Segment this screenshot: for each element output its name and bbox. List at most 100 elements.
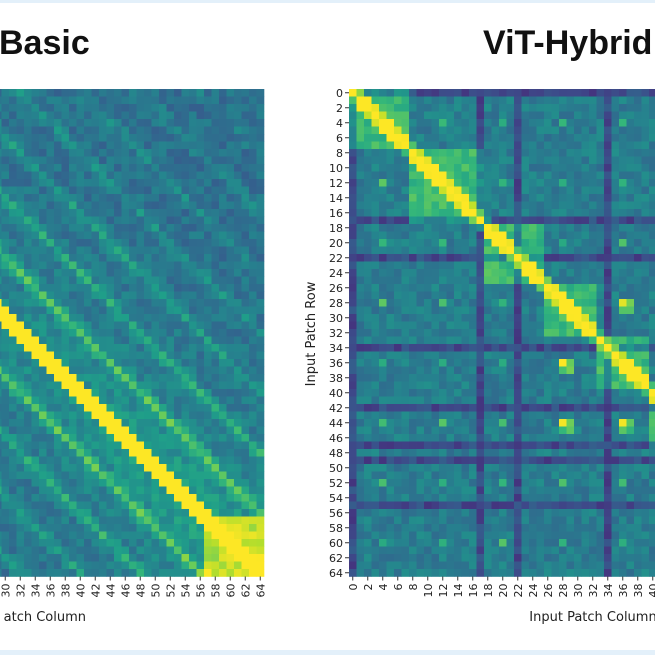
- heatmap-cell: [379, 149, 387, 157]
- heatmap-cell: [626, 149, 635, 157]
- heatmap-cell: [219, 149, 227, 157]
- heatmap-cell: [54, 404, 62, 412]
- heatmap-cell: [151, 194, 160, 202]
- heatmap-cell: [0, 539, 2, 547]
- heatmap-cell: [196, 231, 205, 240]
- heatmap-cell: [144, 134, 152, 142]
- heatmap-cell: [249, 516, 257, 525]
- heatmap-cell: [589, 111, 597, 120]
- heatmap-cell: [91, 291, 100, 300]
- heatmap-cell: [54, 291, 62, 300]
- heatmap-cell: [16, 456, 25, 465]
- heatmap-cell: [174, 149, 182, 157]
- heatmap-cell: [166, 336, 175, 345]
- heatmap-cell: [136, 126, 145, 135]
- heatmap-cell: [159, 396, 167, 405]
- heatmap-cell: [0, 404, 2, 412]
- heatmap-cell: [611, 119, 620, 127]
- heatmap-cell: [204, 449, 212, 457]
- heatmap-cell: [69, 524, 77, 532]
- heatmap-cell: [174, 561, 182, 570]
- heatmap-cell: [106, 419, 115, 427]
- heatmap-cell: [356, 156, 365, 165]
- heatmap-cell: [24, 501, 32, 510]
- heatmap-cell: [174, 284, 182, 292]
- heatmap-cell: [529, 126, 537, 135]
- heatmap-cell: [166, 411, 175, 420]
- heatmap-cell: [189, 561, 197, 570]
- heatmap-cell: [364, 164, 372, 172]
- heatmap-cell: [76, 126, 85, 135]
- heatmap-cell: [641, 89, 650, 97]
- heatmap-cell: [174, 314, 182, 322]
- heatmap-cell: [211, 231, 220, 240]
- heatmap-cell: [76, 359, 85, 367]
- heatmap-cell: [364, 141, 372, 150]
- heatmap-cell: [129, 396, 137, 405]
- heatmap-cell: [106, 464, 115, 472]
- heatmap-cell: [249, 426, 257, 435]
- heatmap-cell: [189, 329, 197, 337]
- heatmap-cell: [506, 104, 515, 112]
- heatmap-cell: [144, 284, 152, 292]
- heatmap-cell: [129, 441, 137, 450]
- heatmap-cell: [76, 254, 85, 262]
- heatmap-cell: [144, 419, 152, 427]
- heatmap-cell: [9, 209, 17, 217]
- heatmap-cell: [219, 456, 227, 465]
- heatmap-cell: [234, 471, 242, 480]
- heatmap-cell: [204, 554, 212, 562]
- heatmap-cell: [249, 276, 257, 285]
- heatmap-cell: [241, 419, 250, 427]
- heatmap-cell: [196, 329, 205, 337]
- heatmap-cell: [54, 89, 62, 97]
- heatmap-cell: [31, 351, 40, 360]
- heatmap-cell: [189, 209, 197, 217]
- heatmap-cell: [211, 291, 220, 300]
- heatmap-cell: [181, 141, 190, 150]
- heatmap-cell: [0, 299, 2, 307]
- heatmap-cell: [174, 231, 182, 240]
- heatmap-cell: [581, 111, 590, 120]
- heatmap-cell: [379, 156, 387, 165]
- heatmap-cell: [9, 404, 17, 412]
- heatmap-cell: [219, 419, 227, 427]
- heatmap-cell: [181, 224, 190, 232]
- heatmap-cell: [159, 381, 167, 390]
- heatmap-cell: [9, 366, 17, 375]
- heatmap-cell: [181, 119, 190, 127]
- heatmap-cell: [181, 194, 190, 202]
- heatmap-cell: [181, 434, 190, 442]
- heatmap-cell: [99, 149, 107, 157]
- heatmap-cell: [256, 336, 265, 345]
- heatmap-cell: [114, 351, 122, 360]
- heatmap-cell: [151, 464, 160, 472]
- heatmap-cell: [54, 531, 62, 540]
- heatmap-cell: [114, 246, 122, 255]
- heatmap-cell: [166, 209, 175, 217]
- heatmap-cell: [99, 141, 107, 150]
- heatmap-cell: [31, 344, 40, 352]
- heatmap-cell: [211, 321, 220, 330]
- heatmap-cell: [159, 314, 167, 322]
- heatmap-cell: [61, 179, 70, 187]
- heatmap-cell: [129, 269, 137, 277]
- heatmap-cell: [491, 156, 500, 165]
- heatmap-cell: [249, 171, 257, 180]
- heatmap-cell: [394, 149, 402, 157]
- heatmap-cell: [39, 531, 47, 540]
- heatmap-cell: [424, 171, 432, 180]
- heatmap-cell: [226, 291, 235, 300]
- heatmap-cell: [204, 224, 212, 232]
- heatmap-cell: [0, 201, 2, 210]
- heatmap-cell: [234, 441, 242, 450]
- heatmap-cell: [31, 239, 40, 247]
- heatmap-cell: [129, 186, 137, 195]
- heatmap-cell: [226, 351, 235, 360]
- heatmap-cell: [69, 149, 77, 157]
- heatmap-cell: [151, 96, 160, 105]
- heatmap-cell: [204, 111, 212, 120]
- heatmap-cell: [196, 111, 205, 120]
- heatmap-cell: [256, 179, 265, 187]
- heatmap-cell: [106, 509, 115, 517]
